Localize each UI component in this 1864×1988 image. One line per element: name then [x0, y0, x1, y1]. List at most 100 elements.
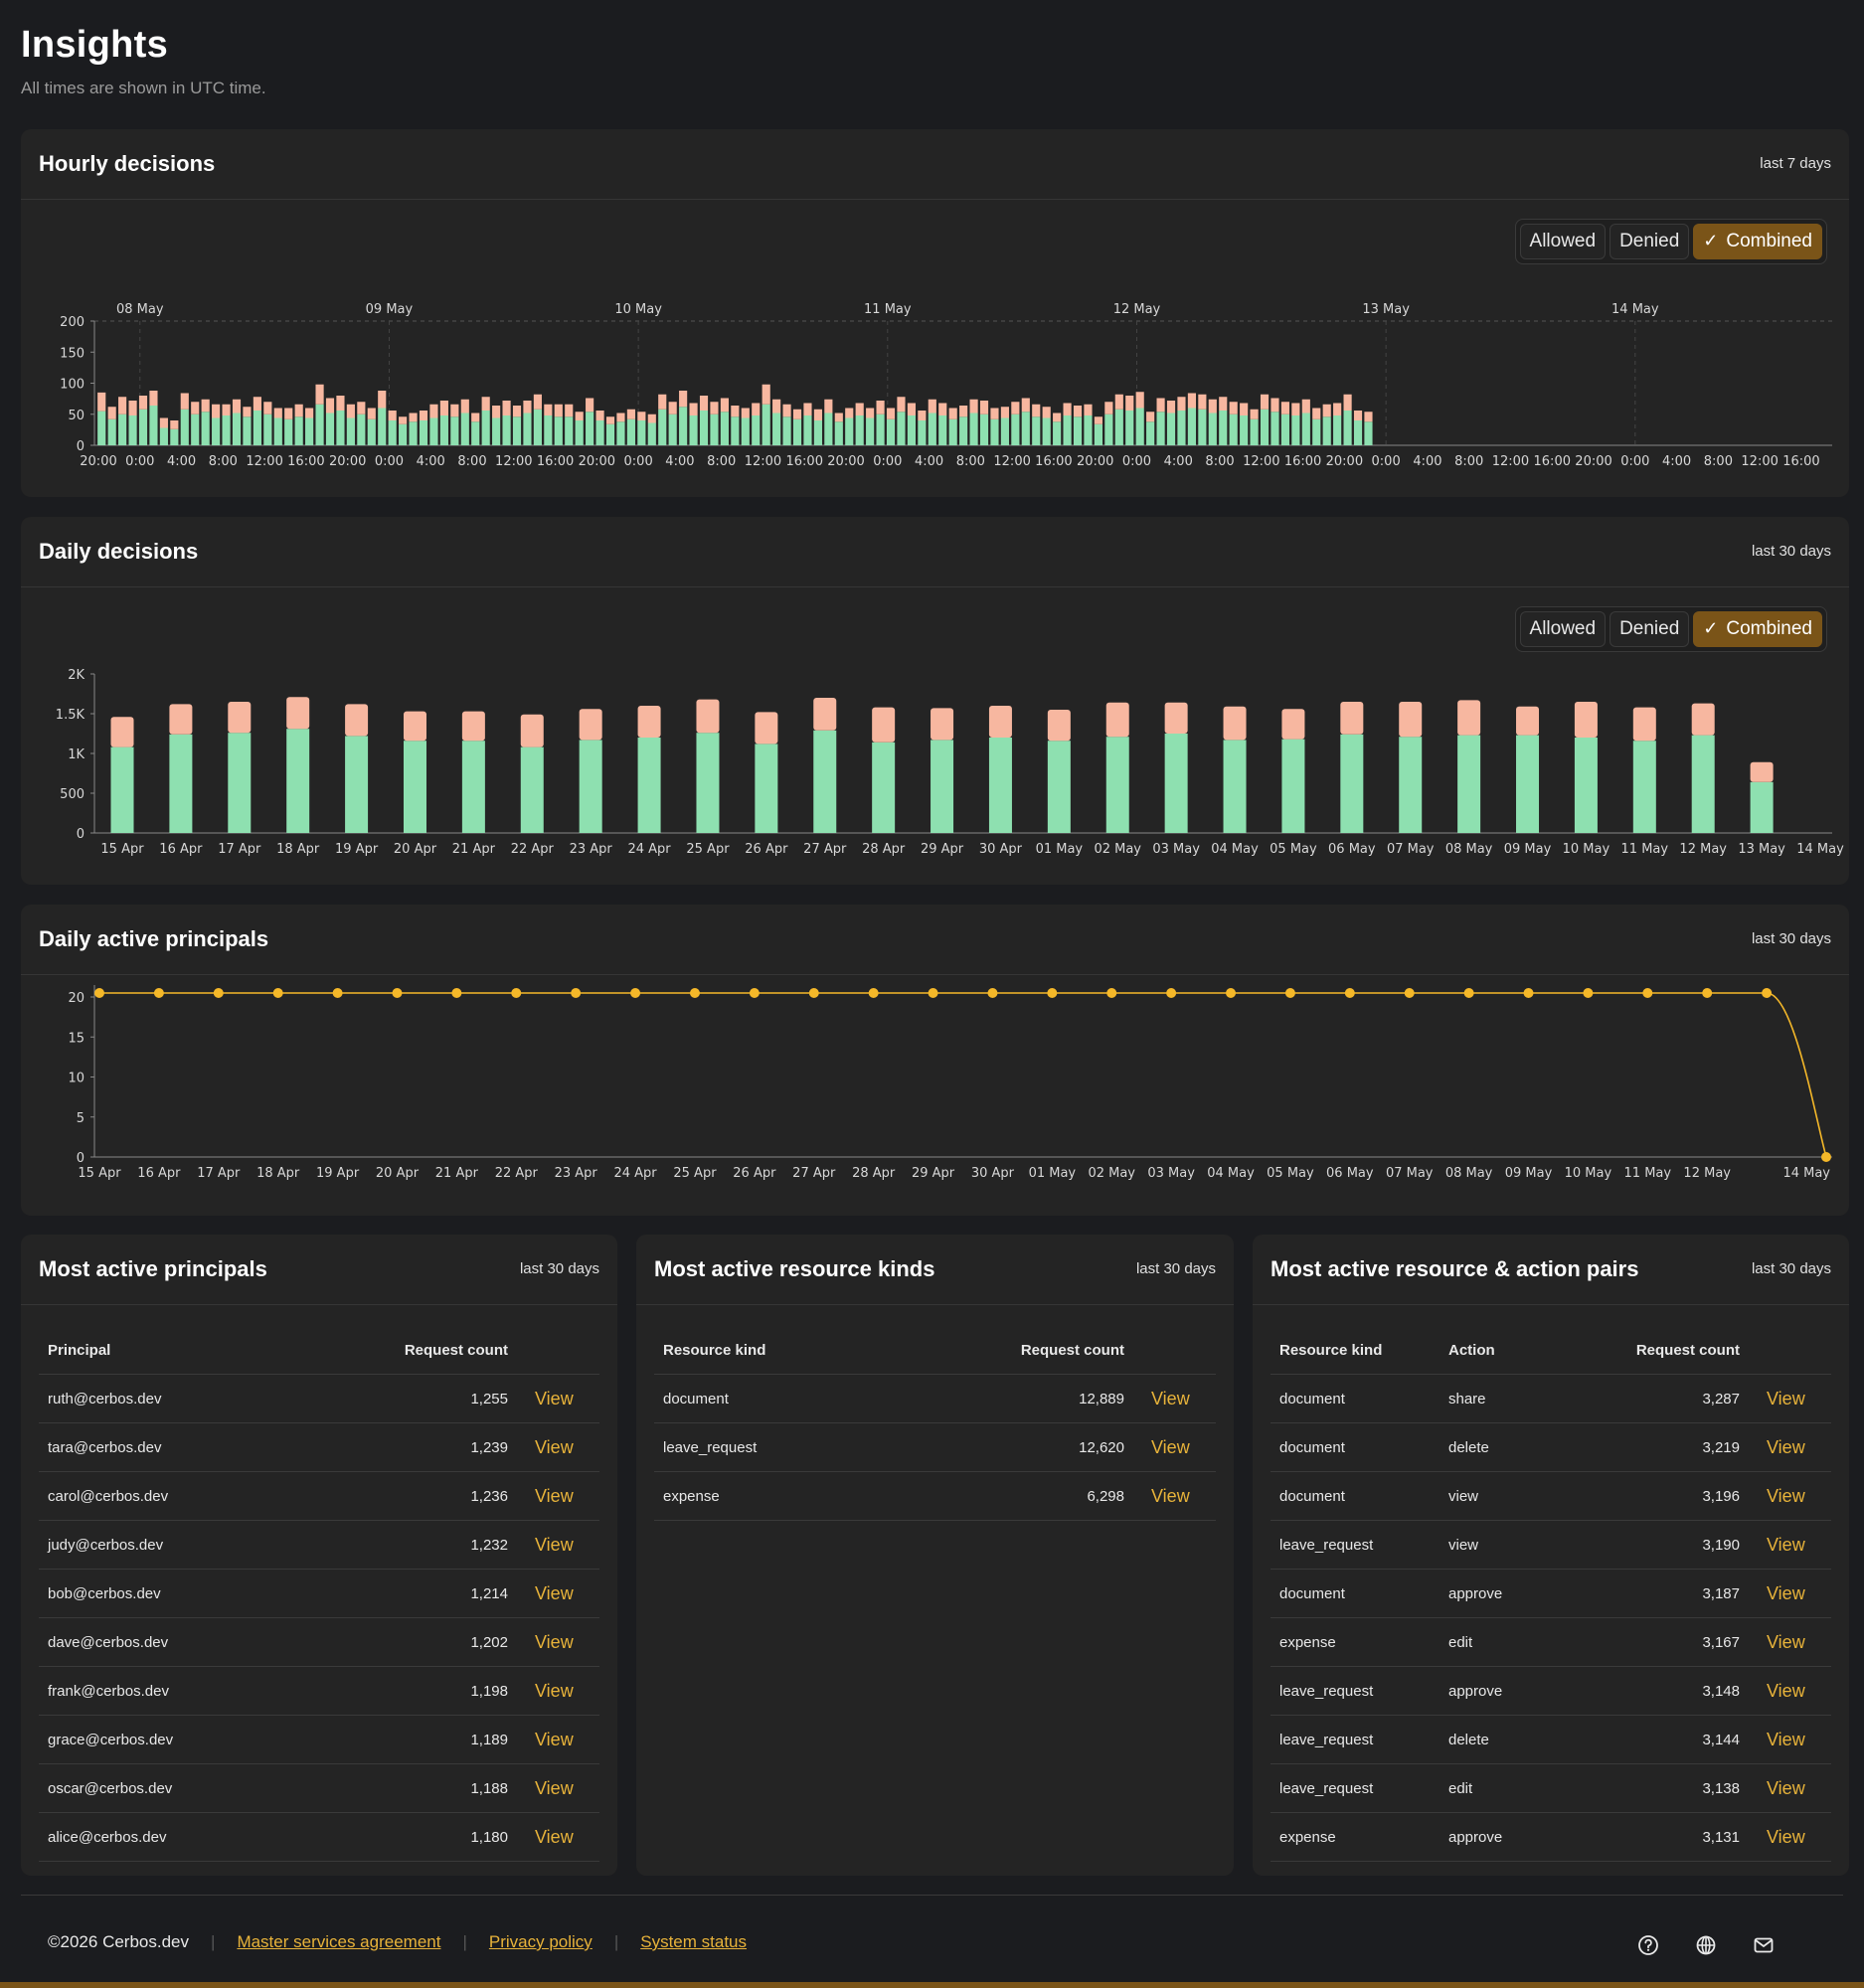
hourly-denied-button[interactable]: Denied: [1610, 224, 1690, 259]
hourly-bar: [512, 406, 522, 445]
x-tick-label: 15 Apr: [78, 1166, 121, 1181]
view-link[interactable]: View: [1749, 1520, 1831, 1570]
hourly-bar: [1250, 409, 1259, 445]
request-count-cell: 3,196: [1554, 1471, 1749, 1521]
hourly-bar: [689, 403, 698, 445]
view-link[interactable]: View: [1749, 1569, 1831, 1618]
active-principals-point: [1463, 988, 1474, 998]
hourly-bar-denied: [616, 413, 625, 422]
hourly-bar-allowed: [876, 414, 885, 445]
help-icon[interactable]: [1637, 1934, 1659, 1956]
x-tick-label: 23 Apr: [555, 1166, 598, 1181]
hourly-bar: [907, 403, 916, 445]
view-link[interactable]: View: [517, 1422, 599, 1472]
view-link[interactable]: View: [517, 1617, 599, 1667]
daily-allowed-button[interactable]: Allowed: [1519, 611, 1607, 647]
view-link[interactable]: View: [517, 1520, 599, 1570]
hourly-bar-allowed: [305, 417, 314, 445]
hourly-bar: [1156, 398, 1165, 445]
hourly-bar-denied: [502, 401, 511, 415]
check-icon: ✓: [1703, 231, 1719, 250]
hourly-bar-allowed: [1011, 414, 1020, 445]
hourly-bar: [626, 409, 635, 445]
daily-bar: [1047, 710, 1071, 833]
resource-pair-cell: document: [1271, 1422, 1440, 1472]
hourly-bar-denied: [1156, 398, 1165, 413]
daily-denied-button[interactable]: Denied: [1610, 611, 1690, 647]
hourly-bar-allowed: [191, 414, 200, 445]
hourly-bar-denied: [367, 408, 376, 419]
view-link[interactable]: View: [1749, 1374, 1831, 1423]
y-tick-label: 150: [60, 346, 85, 361]
x-tick-label: 4:00: [1413, 454, 1441, 469]
daily-bar-allowed: [696, 733, 720, 833]
hourly-bar-denied: [710, 402, 719, 414]
view-link[interactable]: View: [517, 1715, 599, 1764]
view-link[interactable]: View: [1749, 1666, 1831, 1716]
view-link[interactable]: View: [1749, 1812, 1831, 1862]
mail-icon[interactable]: [1753, 1934, 1775, 1956]
view-link[interactable]: View: [1133, 1422, 1216, 1472]
view-link[interactable]: View: [1749, 1715, 1831, 1764]
hourly-bar-allowed: [824, 413, 833, 445]
view-link[interactable]: View: [1749, 1763, 1831, 1813]
hourly-bar: [419, 411, 428, 445]
hourly-bar: [710, 402, 719, 445]
daily-bar: [1516, 706, 1540, 833]
footer-link-privacy[interactable]: Privacy policy: [488, 1932, 593, 1951]
daily-bar: [110, 717, 134, 833]
daily-bar: [755, 712, 778, 833]
hourly-bar-allowed: [107, 418, 116, 445]
view-link[interactable]: View: [517, 1666, 599, 1716]
request-count-cell: 3,138: [1554, 1763, 1749, 1813]
daily-bar-allowed: [520, 746, 544, 833]
view-link[interactable]: View: [517, 1763, 599, 1813]
x-tick-label: 4:00: [665, 454, 694, 469]
daily-combined-button[interactable]: ✓ Combined: [1693, 611, 1822, 647]
view-link[interactable]: View: [517, 1812, 599, 1862]
view-link[interactable]: View: [1749, 1471, 1831, 1521]
view-link[interactable]: View: [1749, 1422, 1831, 1472]
hourly-bar-denied: [918, 411, 927, 420]
footer-link-msa[interactable]: Master services agreement: [237, 1932, 441, 1951]
resource-pair-cell: edit: [1440, 1617, 1555, 1667]
x-tick-label: 01 May: [1029, 1166, 1077, 1181]
hourly-bar: [824, 399, 833, 445]
table-row: leave_request 12,620 View: [654, 1422, 1216, 1472]
hourly-bar-allowed: [1063, 415, 1072, 445]
x-tick-label: 8:00: [1704, 454, 1733, 469]
hourly-bar: [336, 396, 345, 445]
daily-bar: [1164, 702, 1188, 833]
daily-bar: [228, 702, 252, 833]
view-link[interactable]: View: [517, 1374, 599, 1423]
view-link[interactable]: View: [1749, 1617, 1831, 1667]
globe-icon[interactable]: [1695, 1934, 1717, 1956]
footer-link-status[interactable]: System status: [640, 1932, 747, 1951]
y-tick-label: 200: [60, 315, 85, 330]
hourly-bar: [876, 401, 885, 445]
hourly-bar-allowed: [97, 411, 106, 445]
daily-bar: [637, 706, 661, 833]
request-count-cell: 3,144: [1554, 1715, 1749, 1764]
hourly-bar: [782, 404, 791, 445]
hourly-bar-allowed: [1219, 411, 1228, 445]
hourly-bar: [565, 404, 574, 445]
hourly-bar: [1312, 408, 1321, 445]
view-link[interactable]: View: [517, 1471, 599, 1521]
hourly-allowed-button[interactable]: Allowed: [1519, 224, 1607, 259]
daily-bar-allowed: [931, 740, 954, 833]
view-link[interactable]: View: [1133, 1374, 1216, 1423]
x-tick-label: 06 May: [1328, 842, 1376, 857]
daily-bar-denied: [931, 708, 954, 741]
hourly-bar: [232, 399, 242, 445]
hourly-bar-denied: [679, 391, 688, 408]
resource-pair-cell: view: [1440, 1520, 1555, 1570]
hourly-combined-button[interactable]: ✓ Combined: [1693, 224, 1822, 259]
hourly-bar-allowed: [679, 407, 688, 445]
hourly-bar-allowed: [1229, 414, 1238, 445]
top-principals-range: last 30 days: [519, 1260, 599, 1277]
view-link[interactable]: View: [1133, 1471, 1216, 1521]
daily-bar: [872, 707, 896, 833]
view-link[interactable]: View: [517, 1569, 599, 1618]
hourly-bar-allowed: [222, 415, 231, 445]
